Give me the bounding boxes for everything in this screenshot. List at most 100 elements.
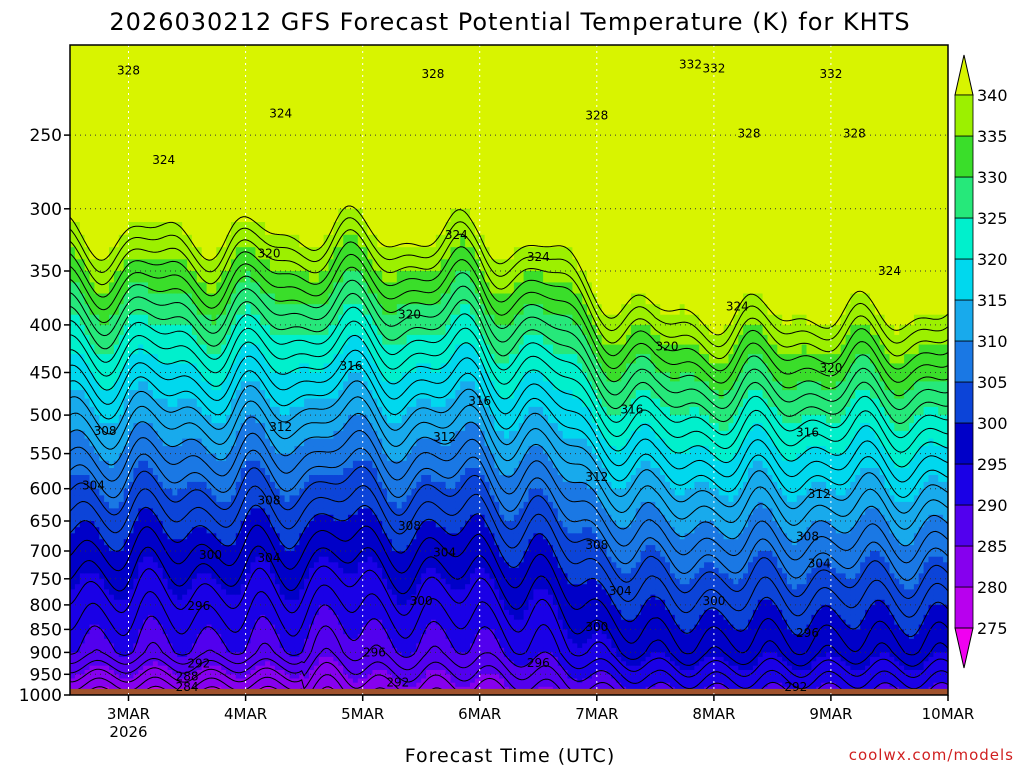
field-cell [99, 614, 105, 621]
field-cell [128, 430, 134, 440]
field-cell [191, 180, 198, 196]
field-cell [109, 304, 115, 316]
field-cell [138, 578, 144, 585]
field-cell [123, 634, 130, 640]
field-cell [274, 271, 281, 283]
field-cell [79, 415, 86, 424]
field-cell [172, 501, 178, 509]
field-cell [206, 344, 213, 355]
field-cell [191, 293, 198, 305]
field-cell [133, 604, 139, 611]
field-cell [245, 166, 252, 182]
field-cell [148, 647, 154, 653]
field-cell [309, 609, 315, 616]
field-cell [94, 415, 100, 424]
field-cell [89, 446, 95, 455]
field-cell [216, 195, 222, 210]
field-cell [231, 381, 237, 391]
field-cell [148, 64, 154, 85]
field-cell [128, 101, 134, 120]
field-cell [201, 573, 208, 580]
field-cell [89, 314, 95, 326]
field-cell [182, 415, 188, 424]
field-cell [255, 195, 261, 210]
field-cell [152, 363, 159, 374]
field-cell [118, 166, 125, 182]
field-cell [157, 619, 164, 626]
field-cell [289, 539, 295, 546]
field-cell [123, 638, 130, 644]
field-cell [294, 118, 300, 136]
field-cell [260, 101, 266, 120]
field-cell [367, 638, 373, 644]
field-cell [94, 363, 100, 374]
field-cell [226, 665, 232, 671]
field-cell [89, 151, 95, 167]
field-cell [157, 589, 164, 596]
field-cell [123, 222, 130, 236]
field-cell [279, 390, 286, 400]
field-cell [201, 324, 208, 336]
field-cell [284, 247, 291, 260]
field-cell [250, 438, 256, 447]
field-cell [191, 372, 198, 382]
field-cell [177, 682, 183, 688]
field-cell [99, 166, 105, 182]
field-cell [206, 599, 213, 606]
field-cell [270, 638, 276, 644]
field-cell [367, 166, 373, 182]
field-cell [231, 45, 237, 66]
field-cell [167, 247, 174, 260]
field-cell [274, 151, 281, 167]
field-cell [99, 334, 105, 346]
field-cell [235, 118, 242, 136]
field-cell [187, 415, 193, 424]
field-cell [352, 166, 359, 182]
field-cell [177, 508, 183, 516]
field-cell [152, 495, 159, 503]
field-cell [148, 567, 154, 574]
field-cell [133, 415, 139, 424]
field-cell [89, 334, 95, 346]
field-cell [294, 135, 300, 152]
field-cell [231, 501, 237, 509]
field-cell [333, 166, 339, 182]
field-cell [138, 195, 144, 210]
field-cell [211, 118, 217, 136]
field-cell [328, 488, 334, 496]
field-cell [104, 527, 110, 534]
field-cell [328, 619, 334, 626]
field-cell [289, 64, 295, 85]
field-cell [318, 344, 325, 355]
field-cell [99, 674, 105, 680]
field-cell [89, 372, 95, 382]
field-cell [94, 344, 100, 355]
field-cell [172, 381, 178, 391]
field-cell [138, 614, 144, 621]
field-cell [206, 83, 213, 103]
field-cell [245, 101, 252, 120]
field-cell [172, 567, 178, 574]
field-cell [143, 656, 149, 662]
field-cell [313, 446, 320, 455]
field-cell [128, 475, 134, 483]
field-cell [309, 101, 315, 120]
field-cell [211, 324, 217, 336]
field-cell [196, 271, 203, 283]
field-cell [304, 460, 310, 469]
field-cell [177, 293, 183, 305]
field-cell [255, 661, 261, 667]
field-cell [177, 665, 183, 671]
field-cell [279, 678, 286, 684]
field-cell [94, 118, 100, 136]
field-cell [289, 195, 295, 210]
field-cell [196, 514, 203, 522]
field-cell [250, 533, 256, 540]
field-cell [113, 589, 120, 596]
field-cell [226, 661, 232, 667]
field-cell [274, 314, 281, 326]
field-cell [284, 45, 291, 66]
field-cell [74, 578, 81, 585]
field-cell [352, 521, 359, 528]
field-cell [109, 390, 115, 400]
